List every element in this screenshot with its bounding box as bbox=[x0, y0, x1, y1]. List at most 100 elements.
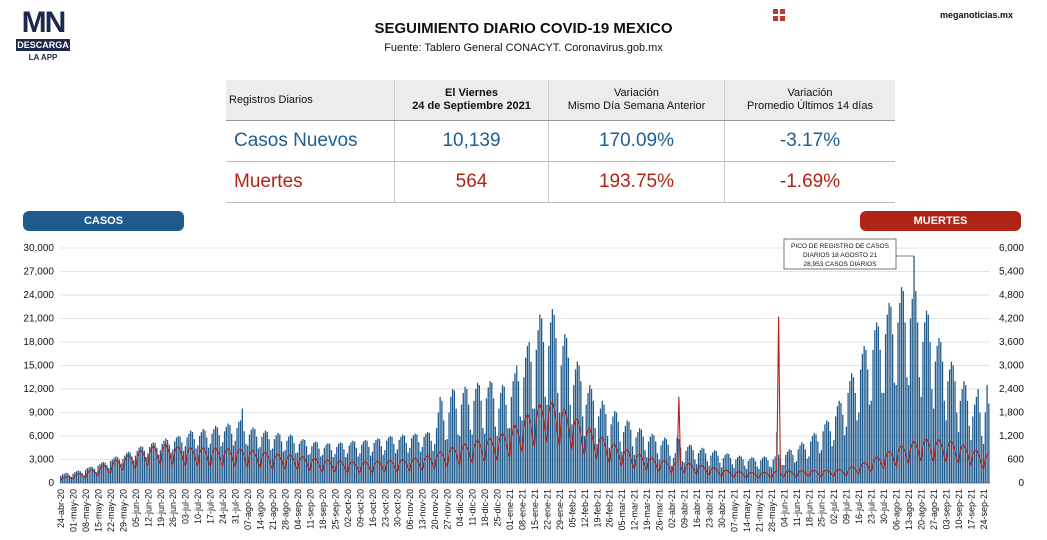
x-tick-label: 23-oct-20 bbox=[380, 489, 390, 527]
cases-bar bbox=[141, 446, 144, 483]
cases-bar bbox=[156, 447, 158, 483]
cases-bar bbox=[963, 381, 965, 483]
site-url[interactable]: meganoticias.mx bbox=[939, 10, 1013, 20]
cases-bar bbox=[218, 435, 220, 483]
cases-bar bbox=[304, 439, 306, 483]
cases-bar bbox=[216, 427, 219, 483]
cases-bar bbox=[63, 473, 65, 483]
cases-bar bbox=[473, 400, 475, 483]
left-tick-label: 24,000 bbox=[23, 290, 54, 301]
cases-bar bbox=[118, 459, 121, 483]
cases-bar bbox=[843, 435, 846, 483]
cases-bar bbox=[966, 400, 969, 483]
x-tick-label: 26-mar-21 bbox=[655, 489, 665, 531]
cases-axis-pill: CASOS bbox=[23, 211, 184, 231]
x-tick-label: 04-jun-21 bbox=[779, 489, 789, 527]
x-tick-label: 12-jun-20 bbox=[143, 489, 153, 527]
cases-bar bbox=[462, 392, 464, 483]
cases-bar bbox=[460, 404, 463, 483]
cases-bar bbox=[375, 439, 377, 483]
cases-bar bbox=[467, 404, 470, 483]
cases-bar bbox=[311, 446, 313, 483]
cases-bar bbox=[175, 437, 178, 483]
cases-bar bbox=[537, 330, 539, 483]
cases-bar bbox=[409, 447, 411, 483]
cases-bar bbox=[655, 441, 657, 483]
cases-bar bbox=[715, 450, 717, 483]
cases-bar bbox=[612, 416, 614, 483]
cases-bar bbox=[785, 454, 787, 483]
cases-bar bbox=[102, 461, 105, 483]
cases-bar bbox=[451, 389, 454, 483]
cases-bar bbox=[804, 449, 806, 483]
cases-bar bbox=[182, 450, 185, 483]
cases-bar bbox=[231, 433, 233, 483]
cases-bar bbox=[159, 450, 162, 483]
cases-bar bbox=[268, 439, 270, 483]
cases-bar bbox=[970, 439, 972, 483]
cases-bar bbox=[191, 432, 194, 483]
x-tick-label: 18-dic-20 bbox=[480, 489, 490, 527]
cases-bar bbox=[211, 433, 213, 483]
cases-bar bbox=[427, 432, 429, 483]
cases-bar bbox=[827, 421, 830, 483]
right-tick-label: 3,000 bbox=[999, 361, 1024, 372]
cases-bar bbox=[940, 342, 942, 483]
x-tick-label: 26-jun-20 bbox=[168, 489, 178, 527]
cases-bar bbox=[108, 468, 110, 483]
cases-bar bbox=[665, 439, 668, 483]
cases-bar bbox=[751, 457, 753, 483]
x-tick-label: 17-jul-20 bbox=[206, 489, 216, 524]
x-tick-label: 24-sep-21 bbox=[979, 489, 989, 530]
cases-bar bbox=[988, 403, 990, 483]
cases-var-week: 170.09% bbox=[548, 120, 725, 162]
left-tick-label: 18,000 bbox=[23, 337, 54, 348]
cases-bar bbox=[851, 373, 853, 483]
cases-bar bbox=[968, 425, 970, 483]
cases-bar bbox=[792, 454, 794, 483]
left-tick-label: 12,000 bbox=[23, 384, 54, 395]
cases-bar bbox=[979, 412, 981, 483]
cases-bar bbox=[598, 416, 600, 483]
cases-bar bbox=[902, 291, 904, 483]
x-tick-label: 07-may-21 bbox=[729, 489, 739, 532]
cases-bar bbox=[913, 256, 915, 483]
header-date: El Viernes 24 de Septiembre 2021 bbox=[394, 80, 549, 121]
cases-bar bbox=[384, 450, 386, 483]
x-tick-label: 17-sep-21 bbox=[966, 489, 976, 530]
cases-bar bbox=[432, 450, 434, 483]
x-tick-label: 15-ene-21 bbox=[530, 489, 540, 530]
cases-value: 10,139 bbox=[394, 120, 549, 162]
cases-bar bbox=[565, 338, 568, 483]
cases-bar bbox=[777, 454, 780, 483]
cases-bar bbox=[747, 461, 749, 483]
x-tick-label: 01-ene-21 bbox=[505, 489, 515, 530]
cases-bar bbox=[402, 434, 404, 483]
cases-bar bbox=[136, 450, 138, 483]
deaths-line-group bbox=[60, 316, 990, 482]
cases-bar bbox=[614, 410, 616, 483]
cases-bar bbox=[920, 396, 922, 483]
cases-bar bbox=[719, 462, 721, 483]
cases-bar bbox=[239, 420, 242, 483]
cases-bar bbox=[145, 457, 147, 483]
cases-bar bbox=[215, 425, 217, 483]
cases-bar bbox=[366, 440, 368, 483]
cases-bar bbox=[542, 342, 545, 483]
cases-bar bbox=[911, 298, 913, 483]
cases-bar bbox=[831, 446, 833, 483]
cases-bar bbox=[842, 414, 844, 483]
cases-bar bbox=[111, 459, 113, 483]
x-tick-label: 19-feb-21 bbox=[592, 489, 602, 528]
cases-bar bbox=[157, 454, 160, 483]
cases-bar bbox=[950, 361, 953, 483]
cases-bar bbox=[507, 428, 509, 483]
x-tick-label: 24-jul-20 bbox=[218, 489, 228, 524]
cases-bar bbox=[79, 471, 81, 483]
cases-bar bbox=[92, 467, 94, 483]
cases-bar bbox=[503, 386, 505, 483]
meganoticias-logo[interactable]: MN DESCARGA LA APP bbox=[16, 8, 70, 62]
x-tick-label: 26-feb-21 bbox=[605, 489, 615, 528]
cases-bar bbox=[321, 454, 324, 483]
deaths-var-14: -1.69% bbox=[724, 161, 895, 203]
